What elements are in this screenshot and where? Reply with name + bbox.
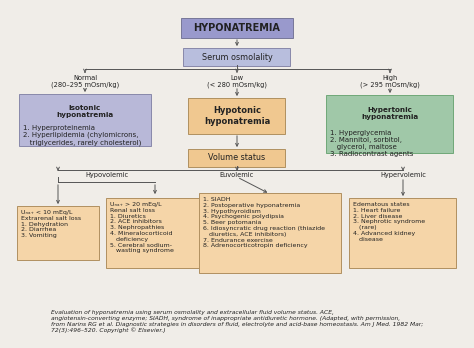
Text: Euvolemic: Euvolemic [220, 172, 254, 178]
Text: High
(> 295 mOsm/kg): High (> 295 mOsm/kg) [360, 75, 420, 88]
Text: 1. SIADH
2. Postoperative hyponatremia
3. Hypothyroidism
4. Psychogenic polydips: 1. SIADH 2. Postoperative hyponatremia 3… [203, 197, 325, 248]
FancyBboxPatch shape [17, 206, 99, 260]
Text: 1. Hyperproteinemia
2. Hyperlipidemia (chylomicrons,
   triglycerides, rarely ch: 1. Hyperproteinemia 2. Hyperlipidemia (c… [23, 125, 141, 146]
Text: Hypovolemic: Hypovolemic [85, 172, 128, 178]
Text: 1. Hyperglycemia
2. Mannitol, sorbitol,
   glycerol, maltose
3. Radiocontrast ag: 1. Hyperglycemia 2. Mannitol, sorbitol, … [330, 129, 414, 157]
Text: Hypotonic
hyponatremia: Hypotonic hyponatremia [204, 106, 270, 126]
Text: Uₙₐ₊ > 20 mEq/L
Renal salt loss
1. Diuretics
2. ACE inhibitors
3. Nephropathies
: Uₙₐ₊ > 20 mEq/L Renal salt loss 1. Diure… [110, 202, 174, 253]
Text: Serum osmolality: Serum osmolality [201, 53, 273, 62]
FancyBboxPatch shape [189, 98, 285, 134]
Text: Edematous states
1. Heart failure
2. Liver disease
3. Nephrotic syndrome
   (rar: Edematous states 1. Heart failure 2. Liv… [354, 202, 426, 242]
FancyBboxPatch shape [107, 198, 203, 268]
FancyBboxPatch shape [181, 18, 293, 38]
Text: Normal
(280–295 mOsm/kg): Normal (280–295 mOsm/kg) [51, 75, 119, 88]
FancyBboxPatch shape [199, 193, 341, 273]
Text: Isotonic
hyponatremia: Isotonic hyponatremia [56, 104, 114, 118]
FancyBboxPatch shape [189, 149, 285, 167]
FancyBboxPatch shape [19, 94, 151, 146]
FancyBboxPatch shape [183, 48, 291, 66]
FancyBboxPatch shape [327, 95, 454, 153]
Text: HYPONATREMIA: HYPONATREMIA [193, 23, 281, 33]
Text: Hypertonic
hyponatremia: Hypertonic hyponatremia [361, 108, 419, 120]
FancyBboxPatch shape [349, 198, 456, 268]
Text: Low
(< 280 mOsm/kg): Low (< 280 mOsm/kg) [207, 75, 267, 88]
Text: Hypervolemic: Hypervolemic [380, 172, 426, 178]
Text: Uₙₐ₊ < 10 mEq/L
Extrarenal salt loss
1. Dehydration
2. Diarrhea
3. Vomiting: Uₙₐ₊ < 10 mEq/L Extrarenal salt loss 1. … [21, 210, 81, 238]
Text: Evaluation of hyponatremia using serum osmolality and extracellular fluid volume: Evaluation of hyponatremia using serum o… [51, 310, 423, 333]
Text: Volume status: Volume status [209, 153, 265, 163]
